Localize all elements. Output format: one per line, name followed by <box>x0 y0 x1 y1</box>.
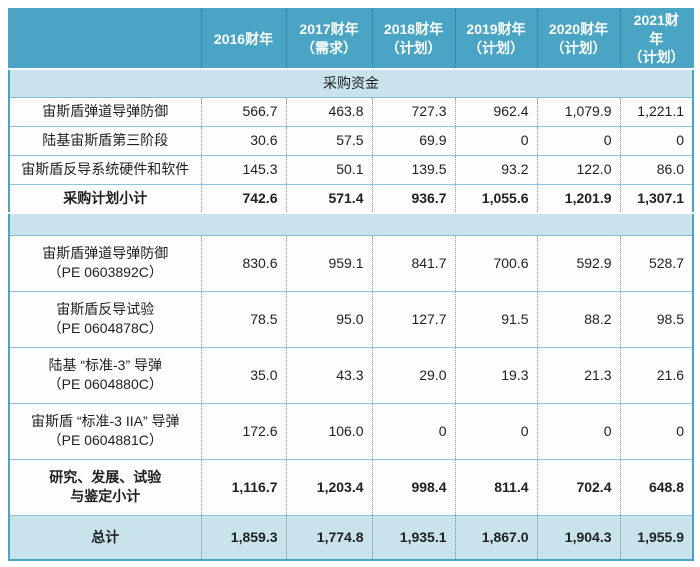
section-separator <box>9 212 693 236</box>
value-cell: 57.5 <box>286 125 373 155</box>
row-label: 宙斯盾反导试验 （PE 0604878C） <box>9 290 202 347</box>
section-banner-procurement: 采购资金 <box>9 68 693 98</box>
value-cell: 830.6 <box>201 234 287 291</box>
value-cell: 592.9 <box>537 234 621 291</box>
header-fy2016: 2016财年 <box>201 9 287 69</box>
value-cell: 0 <box>620 125 693 155</box>
value-cell: 959.1 <box>286 234 373 291</box>
row-label: 采购计划小计 <box>9 183 202 213</box>
value-cell: 1,055.6 <box>455 183 538 213</box>
row-label: 宙斯盾反导系统硬件和软件 <box>9 154 202 184</box>
table-row: 宙斯盾 “标准-3 IIA” 导弹 （PE 0604881C） 172.6 10… <box>9 402 693 459</box>
value-cell: 0 <box>620 402 693 459</box>
value-cell: 0 <box>537 402 621 459</box>
header-fy2020: 2020财年 （计划） <box>537 9 621 69</box>
row-label: 宙斯盾弹道导弹防御 （PE 0603892C） <box>9 234 202 291</box>
value-cell: 86.0 <box>620 154 693 184</box>
value-cell: 1,859.3 <box>201 514 287 560</box>
row-label: 陆基宙斯盾第三阶段 <box>9 125 202 155</box>
table-row: 陆基 “标准-3” 导弹 （PE 0604880C） 35.0 43.3 29.… <box>9 346 693 403</box>
table-row: 陆基宙斯盾第三阶段 30.6 57.5 69.9 0 0 0 <box>9 125 693 155</box>
rdte-subtotal-row: 研究、发展、试验 与鉴定小计 1,116.7 1,203.4 998.4 811… <box>9 458 693 515</box>
value-cell: 1,116.7 <box>201 458 287 515</box>
value-cell: 727.3 <box>372 96 456 126</box>
row-label: 宙斯盾 “标准-3 IIA” 导弹 （PE 0604881C） <box>9 402 202 459</box>
value-cell: 1,935.1 <box>372 514 456 560</box>
value-cell: 98.5 <box>620 290 693 347</box>
value-cell: 648.8 <box>620 458 693 515</box>
header-corner-cell <box>9 9 202 69</box>
section-banner-procurement-label: 采购资金 <box>9 68 693 98</box>
value-cell: 841.7 <box>372 234 456 291</box>
value-cell: 106.0 <box>286 402 373 459</box>
value-cell: 95.0 <box>286 290 373 347</box>
table-row: 宙斯盾反导系统硬件和软件 145.3 50.1 139.5 93.2 122.0… <box>9 154 693 184</box>
row-label: 总计 <box>9 514 202 560</box>
value-cell: 0 <box>455 125 538 155</box>
value-cell: 528.7 <box>620 234 693 291</box>
value-cell: 0 <box>372 402 456 459</box>
value-cell: 145.3 <box>201 154 287 184</box>
table-row: 宙斯盾弹道导弹防御 566.7 463.8 727.3 962.4 1,079.… <box>9 96 693 126</box>
value-cell: 936.7 <box>372 183 456 213</box>
value-cell: 1,221.1 <box>620 96 693 126</box>
value-cell: 93.2 <box>455 154 538 184</box>
value-cell: 700.6 <box>455 234 538 291</box>
value-cell: 1,867.0 <box>455 514 538 560</box>
table-row: 宙斯盾弹道导弹防御 （PE 0603892C） 830.6 959.1 841.… <box>9 234 693 291</box>
value-cell: 21.3 <box>537 346 621 403</box>
value-cell: 1,307.1 <box>620 183 693 213</box>
value-cell: 21.6 <box>620 346 693 403</box>
value-cell: 0 <box>455 402 538 459</box>
header-row: 2016财年 2017财年 （需求） 2018财年 （计划） 2019财年 （计… <box>9 9 693 69</box>
procurement-subtotal-row: 采购计划小计 742.6 571.4 936.7 1,055.6 1,201.9… <box>9 183 693 213</box>
header-fy2021: 2021财年 （计划） <box>620 9 693 69</box>
value-cell: 1,955.9 <box>620 514 693 560</box>
row-label: 陆基 “标准-3” 导弹 （PE 0604880C） <box>9 346 202 403</box>
value-cell: 1,079.9 <box>537 96 621 126</box>
value-cell: 0 <box>537 125 621 155</box>
value-cell: 29.0 <box>372 346 456 403</box>
header-fy2017: 2017财年 （需求） <box>286 9 373 69</box>
value-cell: 998.4 <box>372 458 456 515</box>
value-cell: 463.8 <box>286 96 373 126</box>
value-cell: 1,201.9 <box>537 183 621 213</box>
value-cell: 1,203.4 <box>286 458 373 515</box>
value-cell: 30.6 <box>201 125 287 155</box>
value-cell: 1,904.3 <box>537 514 621 560</box>
grand-total-row: 总计 1,859.3 1,774.8 1,935.1 1,867.0 1,904… <box>9 514 693 560</box>
value-cell: 1,774.8 <box>286 514 373 560</box>
row-label: 宙斯盾弹道导弹防御 <box>9 96 202 126</box>
value-cell: 50.1 <box>286 154 373 184</box>
section-separator-cell <box>9 212 693 236</box>
value-cell: 962.4 <box>455 96 538 126</box>
table-row: 宙斯盾反导试验 （PE 0604878C） 78.5 95.0 127.7 91… <box>9 290 693 347</box>
value-cell: 43.3 <box>286 346 373 403</box>
value-cell: 78.5 <box>201 290 287 347</box>
value-cell: 35.0 <box>201 346 287 403</box>
value-cell: 127.7 <box>372 290 456 347</box>
value-cell: 742.6 <box>201 183 287 213</box>
value-cell: 91.5 <box>455 290 538 347</box>
value-cell: 122.0 <box>537 154 621 184</box>
value-cell: 139.5 <box>372 154 456 184</box>
value-cell: 69.9 <box>372 125 456 155</box>
value-cell: 811.4 <box>455 458 538 515</box>
row-label: 研究、发展、试验 与鉴定小计 <box>9 458 202 515</box>
value-cell: 702.4 <box>537 458 621 515</box>
aegis-bmd-budget-table: 2016财年 2017财年 （需求） 2018财年 （计划） 2019财年 （计… <box>8 8 694 561</box>
value-cell: 566.7 <box>201 96 287 126</box>
value-cell: 172.6 <box>201 402 287 459</box>
value-cell: 571.4 <box>286 183 373 213</box>
header-fy2018: 2018财年 （计划） <box>372 9 456 69</box>
value-cell: 88.2 <box>537 290 621 347</box>
header-fy2019: 2019财年 （计划） <box>455 9 538 69</box>
value-cell: 19.3 <box>455 346 538 403</box>
